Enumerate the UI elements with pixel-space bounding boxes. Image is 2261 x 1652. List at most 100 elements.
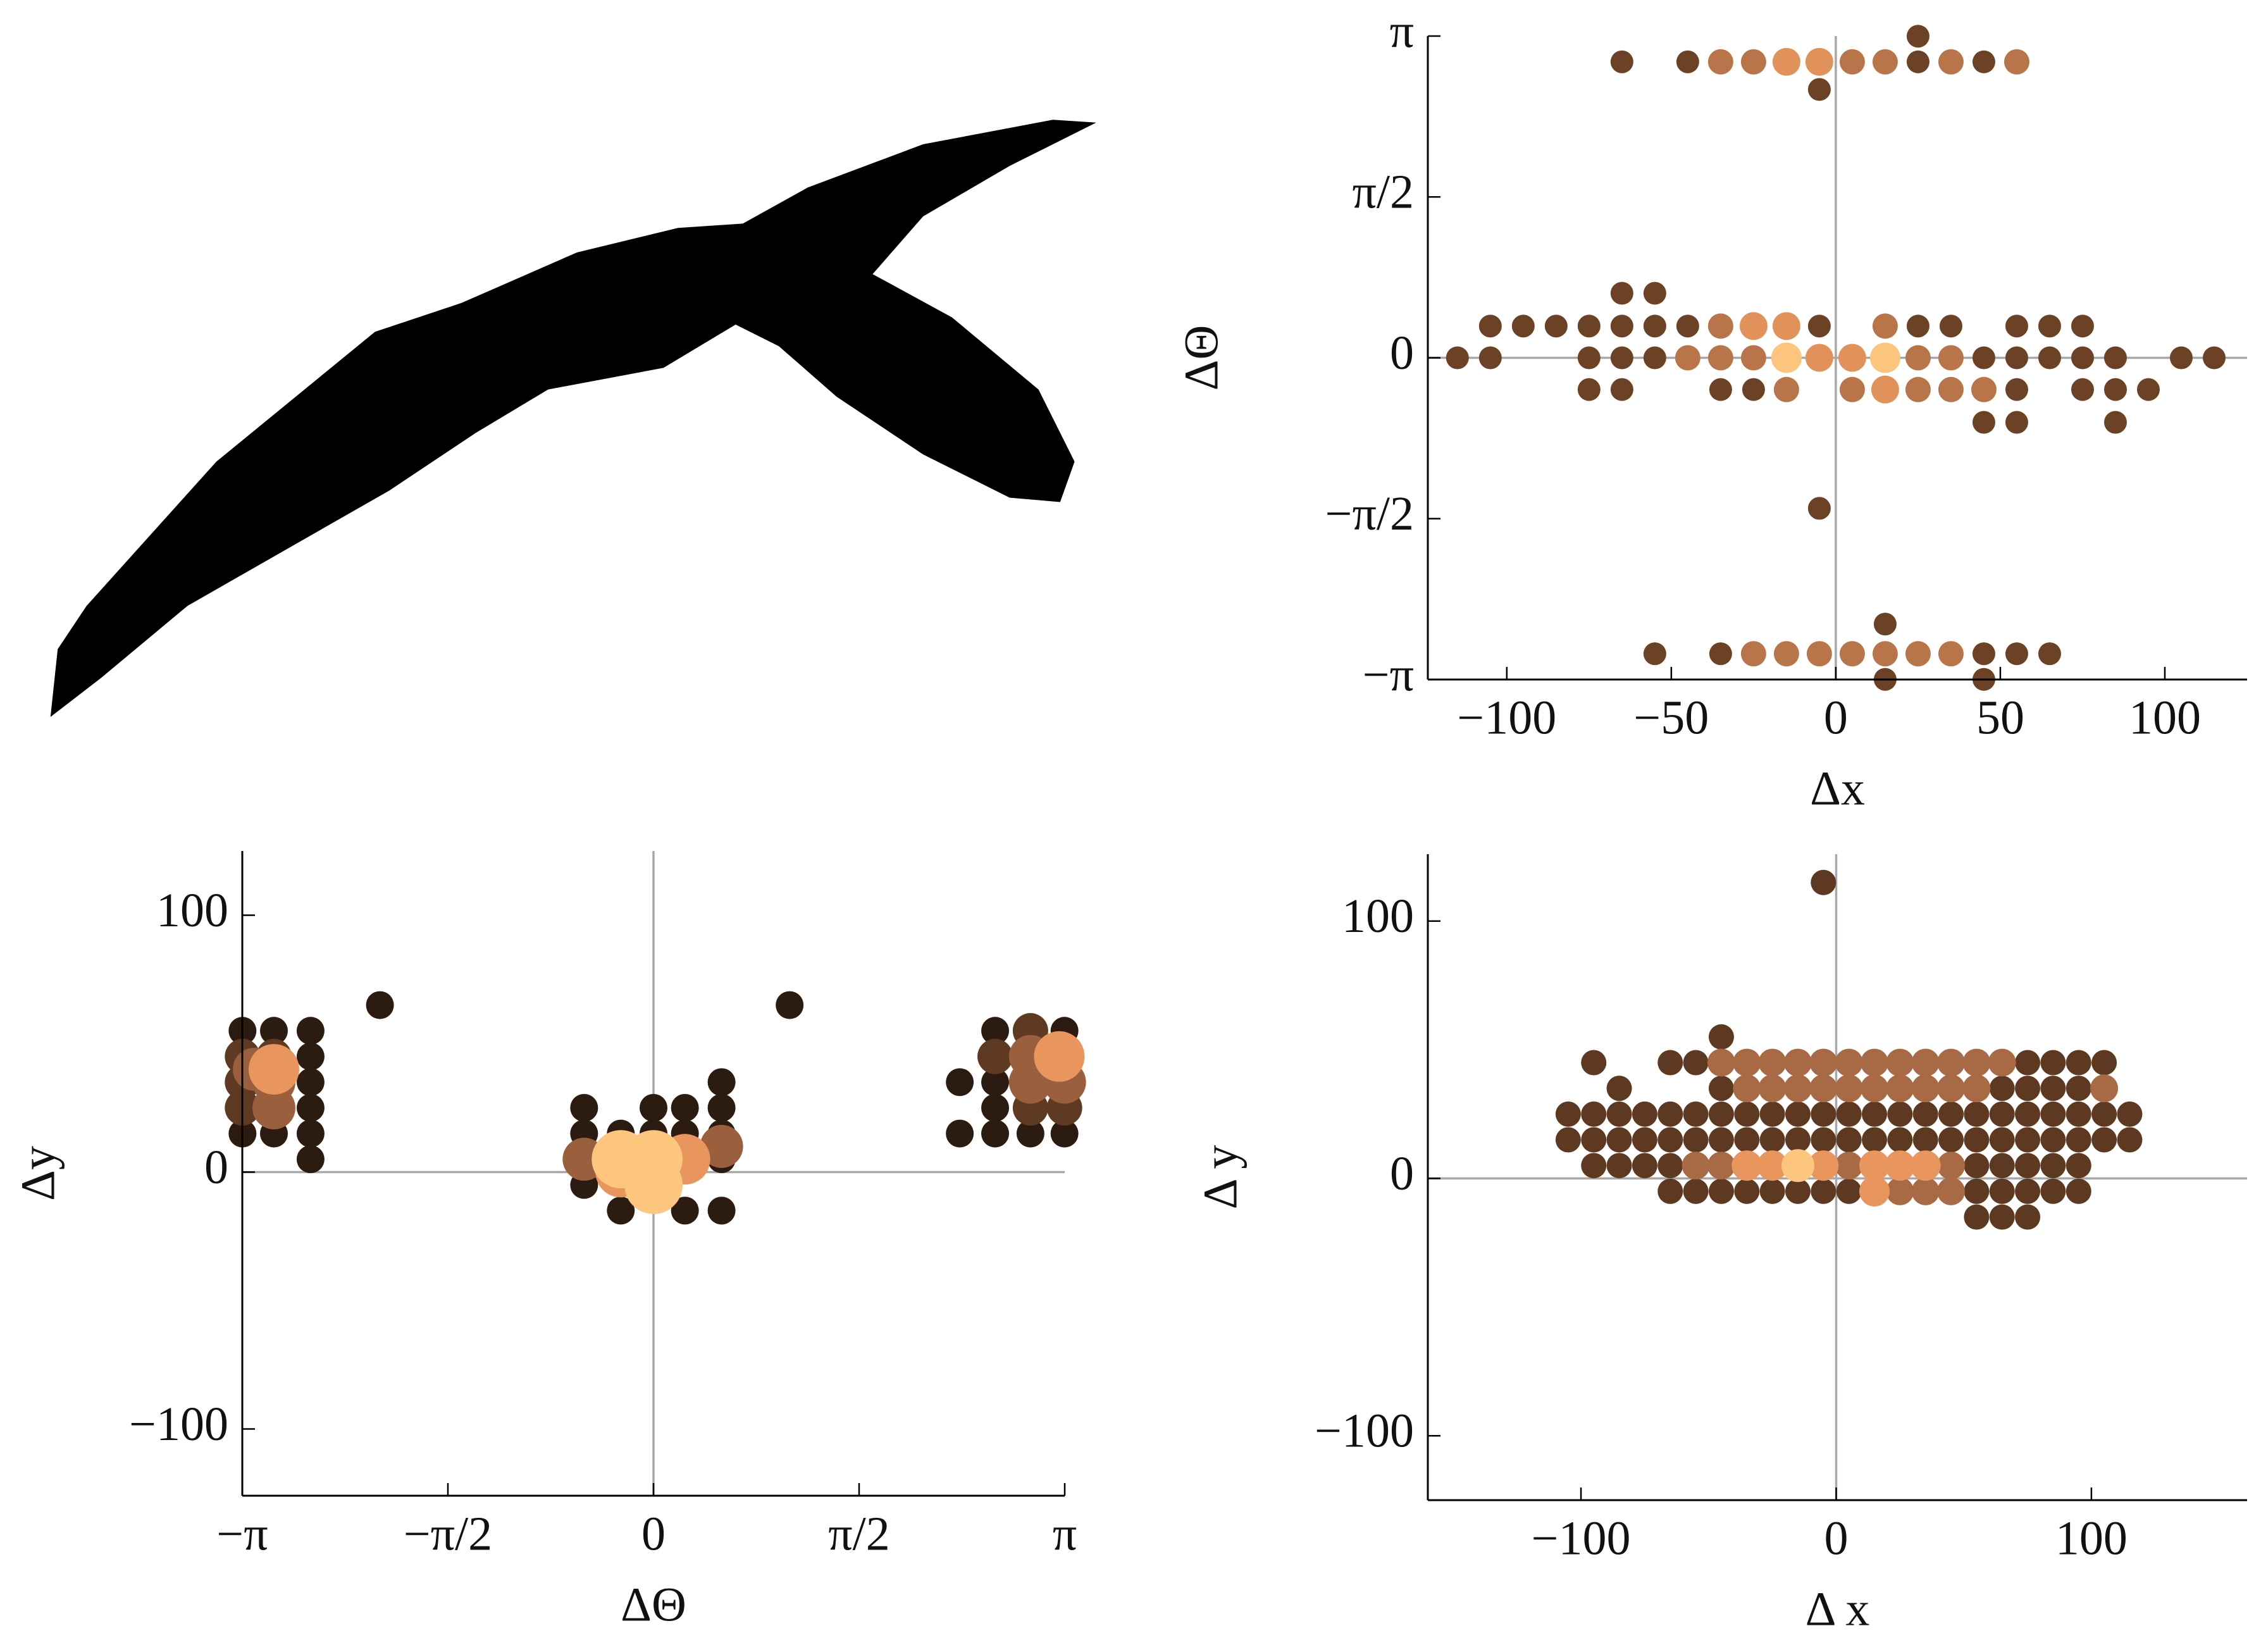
scatter-point xyxy=(2005,411,2028,434)
scatter-point xyxy=(2040,1101,2066,1127)
scatter-point xyxy=(946,1119,974,1148)
y-axis-label: ΔΘ xyxy=(1175,325,1228,391)
scatter-point xyxy=(977,1038,1013,1074)
y-tick-label: 0 xyxy=(1390,1147,1414,1200)
scatter-point xyxy=(981,1017,1010,1045)
scatter-point xyxy=(1581,1127,1607,1153)
scatter-point xyxy=(1911,1177,1940,1205)
y-tick-label: −π/2 xyxy=(1325,487,1414,540)
scatter-point xyxy=(1964,1178,1990,1204)
scatter-point xyxy=(1577,314,1601,338)
scatter-point xyxy=(1785,1101,1811,1127)
scatter-point xyxy=(296,1068,325,1096)
scatter-point xyxy=(700,1124,743,1168)
scatter-point xyxy=(1905,376,1931,402)
x-tick-label: π xyxy=(1053,1507,1077,1560)
scatter-point xyxy=(1581,1101,1607,1127)
scatter-point xyxy=(1734,1127,1760,1153)
scatter-point xyxy=(2040,1153,2066,1179)
scatter-point xyxy=(1683,1178,1709,1204)
scatter-point xyxy=(2005,378,2028,401)
scatter-point xyxy=(1887,1127,1913,1153)
scatter-point xyxy=(1707,313,1733,339)
scatter-point xyxy=(1708,1127,1734,1153)
scatter-point xyxy=(1872,641,1898,667)
scatter-point xyxy=(2071,314,2094,338)
scatter-point xyxy=(1657,1050,1683,1076)
scatter-point xyxy=(2015,1101,2041,1127)
scatter-point xyxy=(1643,642,1666,666)
scatter-point xyxy=(1962,1074,1991,1103)
scatter-point xyxy=(707,1068,736,1096)
scatter-point xyxy=(2066,1076,2091,1102)
scatter-point xyxy=(2066,1153,2091,1179)
scatter-point xyxy=(1740,49,1766,75)
scatter-point xyxy=(1971,376,1997,402)
scatter-point xyxy=(1781,1149,1814,1183)
scatter-point xyxy=(1838,344,1866,372)
scatter-point xyxy=(1938,1101,1964,1127)
y-tick-label: 0 xyxy=(1390,326,1414,380)
scatter-point xyxy=(1906,50,1930,73)
scatter-point xyxy=(2005,314,2028,338)
scatter-point xyxy=(1972,411,1995,434)
scatter-point xyxy=(2136,378,2160,401)
scatter-point xyxy=(1478,346,1502,370)
scatter-point xyxy=(1709,642,1732,666)
scatter-point xyxy=(1972,642,1995,666)
scatter-point xyxy=(1733,1074,1761,1103)
scatter-point xyxy=(1805,47,1833,76)
scatter-point xyxy=(1643,282,1666,305)
scatter-point xyxy=(1861,1101,1887,1127)
scatter-point xyxy=(1773,641,1799,667)
scatter-point xyxy=(2066,1127,2091,1153)
scatter-point xyxy=(1938,49,1964,75)
y-tick-label: 100 xyxy=(156,884,228,937)
scatter-point xyxy=(2005,642,2028,666)
scatter-point xyxy=(1555,1101,1581,1127)
scatter-point xyxy=(1989,1153,2015,1179)
scatter-point xyxy=(1707,49,1733,75)
scatter-point xyxy=(1809,1074,1838,1103)
scatter-point xyxy=(2066,1050,2091,1076)
scatter-point xyxy=(1989,1178,2015,1204)
scatter-point xyxy=(1709,378,1732,401)
scatter-point xyxy=(1643,314,1666,338)
scatter-point xyxy=(1911,1074,1940,1103)
scatter-point xyxy=(2015,1153,2041,1179)
scatter-point xyxy=(1581,1153,1607,1179)
scatter-point xyxy=(707,1093,736,1122)
scatter-point xyxy=(1740,345,1766,371)
scatter-point xyxy=(1739,312,1768,340)
scatter-point xyxy=(1859,1176,1890,1207)
y-tick-label: 0 xyxy=(204,1141,228,1194)
scatter-point xyxy=(1912,1101,1938,1127)
scatter-point xyxy=(1643,346,1666,370)
scatter-point xyxy=(1606,1127,1632,1153)
scatter-point xyxy=(1872,49,1898,75)
scatter-point xyxy=(624,1130,683,1189)
scatter-point xyxy=(1708,1076,1734,1102)
y-tick-label: −100 xyxy=(1315,1405,1414,1458)
scatter-point xyxy=(1910,1150,1941,1181)
scatter-point xyxy=(1937,1048,1966,1077)
x-tick-label: 100 xyxy=(2055,1512,2128,1565)
scatter-point xyxy=(1632,1127,1657,1153)
scatter-point xyxy=(1988,1048,2016,1077)
x-tick-label: π/2 xyxy=(828,1507,890,1560)
scatter-point xyxy=(2040,1178,2066,1204)
scatter-point xyxy=(1772,47,1800,76)
scatter-point xyxy=(671,1093,699,1122)
scatter-point xyxy=(1034,1031,1085,1082)
scatter-point xyxy=(1886,1074,1914,1103)
scatter-point xyxy=(1872,313,1898,339)
scatter-point xyxy=(1657,1178,1683,1204)
scatter-point xyxy=(1708,1101,1734,1127)
scatter-point xyxy=(1683,1101,1709,1127)
scatter-point xyxy=(1809,1048,1838,1077)
scatter-point xyxy=(1555,1127,1581,1153)
x-tick-label: −100 xyxy=(1457,691,1556,744)
scatter-point xyxy=(2040,1127,2066,1153)
scatter-point xyxy=(1606,1153,1632,1179)
scatter-point xyxy=(1912,1127,1938,1153)
